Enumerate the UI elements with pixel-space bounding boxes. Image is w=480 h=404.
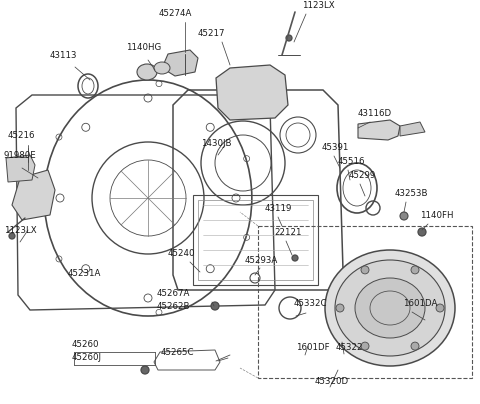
Ellipse shape bbox=[325, 250, 455, 366]
Circle shape bbox=[9, 233, 15, 239]
Text: 45274A: 45274A bbox=[158, 9, 192, 18]
Circle shape bbox=[292, 255, 298, 261]
Text: 45231A: 45231A bbox=[68, 269, 101, 278]
Text: 91980E: 91980E bbox=[4, 151, 37, 160]
Text: 45260J: 45260J bbox=[72, 353, 102, 362]
Text: 45265C: 45265C bbox=[161, 348, 194, 357]
Text: 45267A: 45267A bbox=[157, 289, 191, 298]
Text: 45260: 45260 bbox=[72, 340, 99, 349]
Ellipse shape bbox=[335, 260, 445, 356]
Ellipse shape bbox=[154, 62, 170, 74]
Polygon shape bbox=[216, 65, 288, 120]
Bar bbox=[258, 226, 472, 378]
Polygon shape bbox=[12, 170, 55, 220]
Circle shape bbox=[400, 212, 408, 220]
Circle shape bbox=[411, 266, 419, 274]
Text: 1140HG: 1140HG bbox=[126, 43, 161, 52]
Circle shape bbox=[418, 228, 426, 236]
Text: 1601DA: 1601DA bbox=[403, 299, 437, 308]
Circle shape bbox=[141, 366, 149, 374]
Text: 45299: 45299 bbox=[349, 171, 376, 180]
Text: 45320D: 45320D bbox=[315, 377, 349, 386]
Text: 45332C: 45332C bbox=[294, 299, 327, 308]
Text: 43116D: 43116D bbox=[358, 109, 392, 118]
Ellipse shape bbox=[355, 278, 425, 338]
Text: 45293A: 45293A bbox=[245, 256, 278, 265]
Bar bbox=[198, 200, 313, 280]
Circle shape bbox=[411, 342, 419, 350]
Polygon shape bbox=[162, 50, 198, 76]
Polygon shape bbox=[6, 155, 35, 182]
Text: 45216: 45216 bbox=[8, 131, 36, 140]
Text: 43113: 43113 bbox=[50, 51, 77, 60]
Text: 45322: 45322 bbox=[336, 343, 363, 352]
Text: 45240: 45240 bbox=[168, 249, 195, 258]
Bar bbox=[193, 195, 318, 285]
Circle shape bbox=[361, 266, 369, 274]
Circle shape bbox=[211, 302, 219, 310]
Text: 1123LX: 1123LX bbox=[302, 1, 335, 10]
Circle shape bbox=[286, 35, 292, 41]
Text: 43253B: 43253B bbox=[395, 189, 429, 198]
Text: 22121: 22121 bbox=[274, 228, 301, 237]
Circle shape bbox=[361, 342, 369, 350]
Text: 45217: 45217 bbox=[197, 29, 225, 38]
Polygon shape bbox=[400, 122, 425, 136]
Circle shape bbox=[436, 304, 444, 312]
Text: 45516: 45516 bbox=[338, 157, 365, 166]
Text: 1140FH: 1140FH bbox=[420, 211, 454, 220]
Text: 45262B: 45262B bbox=[157, 302, 191, 311]
Text: 1430JB: 1430JB bbox=[201, 139, 231, 148]
Text: 45391: 45391 bbox=[322, 143, 349, 152]
Text: 1601DF: 1601DF bbox=[296, 343, 330, 352]
Ellipse shape bbox=[137, 64, 157, 80]
Text: 43119: 43119 bbox=[265, 204, 292, 213]
Text: 1123LX: 1123LX bbox=[4, 226, 36, 235]
Circle shape bbox=[336, 304, 344, 312]
Polygon shape bbox=[358, 120, 400, 140]
